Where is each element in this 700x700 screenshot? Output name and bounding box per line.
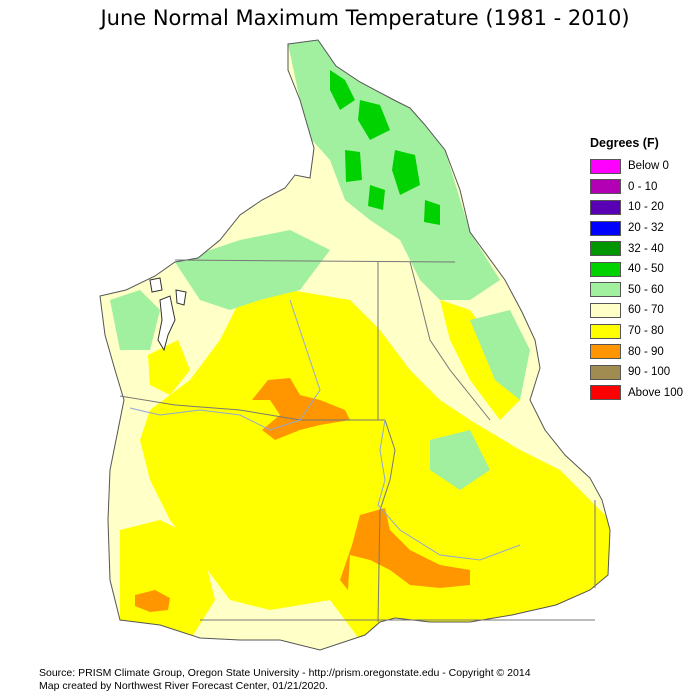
legend-item: 50 - 60	[590, 280, 700, 301]
footer-credit: Map created by Northwest River Forecast …	[39, 680, 328, 692]
legend-label: Below 0	[628, 160, 669, 173]
zone-70-80-east-valleys	[440, 300, 520, 420]
legend-item: Above 100	[590, 383, 700, 404]
legend-swatch	[590, 261, 621, 277]
zone-40-50-peaks-d	[345, 150, 362, 182]
legend-swatch	[590, 385, 621, 401]
zone-50-60-north-cascades	[175, 230, 330, 310]
legend-swatch	[590, 344, 621, 360]
boundary-id-mt	[409, 261, 491, 421]
legend-item: 90 - 100	[590, 362, 700, 383]
puget-sound	[149, 277, 187, 352]
legend-label: 60 - 70	[628, 304, 664, 317]
boundary-us-canada	[174, 259, 456, 263]
boundary-or-id	[377, 419, 396, 623]
rivers	[129, 299, 521, 561]
legend-label: 20 - 32	[628, 222, 664, 235]
legend-item: 70 - 80	[590, 321, 700, 342]
legend-item: 60 - 70	[590, 300, 700, 321]
legend-item: 40 - 50	[590, 259, 700, 280]
legend-swatch	[590, 199, 621, 215]
zone-40-50-peaks-a	[330, 70, 355, 110]
zone-70-80-west	[120, 520, 215, 640]
legend-swatch	[590, 220, 621, 236]
zone-70-80-puget	[148, 340, 190, 395]
legend-label: 50 - 60	[628, 283, 664, 296]
zone-40-50-peaks-f	[368, 185, 385, 210]
legend-label: 40 - 50	[628, 263, 664, 276]
legend-title: Degrees (F)	[590, 136, 659, 150]
legend-swatch	[590, 282, 621, 298]
legend-item: 32 - 40	[590, 238, 700, 259]
footer-source: Source: PRISM Climate Group, Oregon Stat…	[39, 667, 531, 679]
legend-label: 32 - 40	[628, 242, 664, 255]
zone-50-60-blue-mtns	[430, 430, 490, 490]
legend-swatch	[590, 158, 621, 174]
state-boundaries	[119, 259, 596, 623]
footer: Source: PRISM Climate Group, Oregon Stat…	[39, 667, 531, 693]
zone-80-90-southwest	[135, 590, 170, 612]
legend-label: 70 - 80	[628, 325, 664, 338]
zone-50-60-idaho	[470, 310, 530, 400]
legend-item: 20 - 32	[590, 218, 700, 239]
legend-label: 0 - 10	[628, 180, 658, 193]
map-title: June Normal Maximum Temperature (1981 - …	[100, 6, 630, 30]
zone-40-50-peaks-c	[392, 150, 420, 195]
legend-swatch	[590, 323, 621, 339]
columbia-river	[129, 299, 321, 431]
legend-label: 90 - 100	[628, 366, 671, 379]
zone-40-50-peaks-b	[358, 100, 390, 140]
legend-label: 10 - 20	[628, 201, 664, 214]
legend: Degrees (F) Below 0 0 - 10 10 - 20 20 - 32 3…	[590, 136, 700, 403]
boundary-wa-or	[119, 395, 385, 421]
zone-80-90-tri-cities	[252, 378, 350, 440]
legend-items: Below 0 0 - 10 10 - 20 20 - 32 32 - 40 40 - 5…	[590, 156, 700, 403]
legend-swatch	[590, 364, 621, 380]
legend-item: 80 - 90	[590, 341, 700, 362]
legend-swatch	[590, 179, 621, 195]
legend-swatch	[590, 241, 621, 257]
zone-80-90-snake-river	[340, 508, 470, 590]
zone-70-80-columbia-basin	[140, 290, 610, 640]
snake-river	[377, 419, 521, 561]
legend-label: 80 - 90	[628, 345, 664, 358]
legend-item: Below 0	[590, 156, 700, 177]
zone-40-50-peaks-e	[424, 200, 440, 225]
zone-50-60-olympics	[110, 290, 160, 350]
legend-swatch	[590, 302, 621, 318]
legend-item: 10 - 20	[590, 197, 700, 218]
legend-item: 0 - 10	[590, 177, 700, 198]
legend-label: Above 100	[628, 386, 683, 399]
